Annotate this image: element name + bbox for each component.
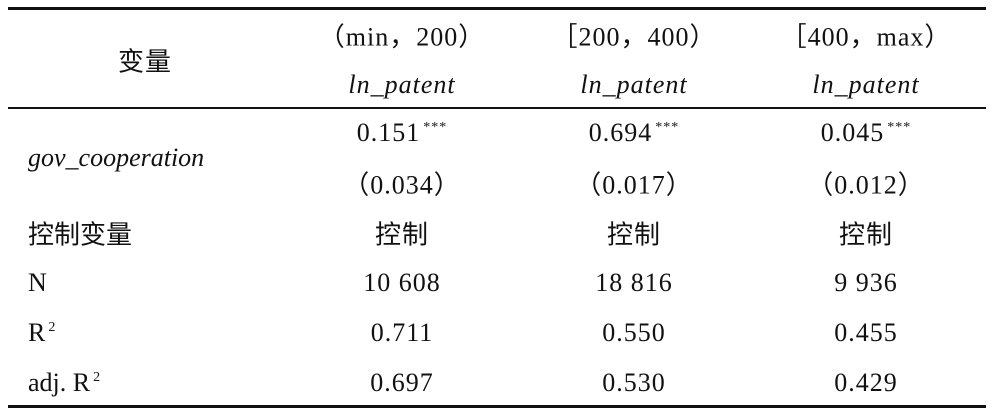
- column-dependent: ln_patent: [580, 70, 688, 99]
- significance-stars: ***: [655, 120, 680, 135]
- cell-value: 控制: [374, 220, 430, 250]
- label-superscript: 2: [48, 320, 56, 335]
- column-range: ［400，max）: [780, 22, 952, 52]
- row-label: 控制变量: [28, 220, 133, 250]
- bottom-rule: [8, 405, 986, 408]
- cell-value: 0.711: [370, 318, 434, 347]
- cell-value: 18 816: [595, 268, 673, 297]
- row-label: gov_cooperation: [28, 143, 205, 172]
- column-range: （min，200）: [318, 22, 486, 52]
- label-superscript: 2: [93, 370, 101, 385]
- coefficient: 0.694 ***: [588, 118, 680, 147]
- cell-value: 9 936: [834, 268, 898, 297]
- cell-value: 0.530: [602, 368, 666, 397]
- top-rule: [8, 7, 986, 10]
- standard-error: （0.017）: [575, 170, 693, 200]
- cell-value: 0.697: [370, 368, 434, 397]
- column-dependent: ln_patent: [812, 70, 920, 99]
- coefficient: 0.151 ***: [356, 118, 448, 147]
- cell-value: 0.550: [602, 318, 666, 347]
- standard-error: （0.034）: [343, 170, 461, 200]
- significance-stars: ***: [423, 120, 448, 135]
- cell-value: 0.455: [834, 318, 898, 347]
- coefficient: 0.045 ***: [820, 118, 912, 147]
- column-dependent: ln_patent: [348, 70, 456, 99]
- header-label: 变量: [117, 47, 173, 77]
- cell-value: 控制: [606, 220, 662, 250]
- mid-rule: [8, 107, 986, 109]
- row-label: N: [28, 268, 47, 297]
- significance-stars: ***: [887, 120, 912, 135]
- cell-value: 控制: [838, 220, 894, 250]
- cell-value: 10 608: [363, 268, 441, 297]
- standard-error: （0.012）: [807, 170, 925, 200]
- cell-value: 0.429: [834, 368, 898, 397]
- column-range: ［200，400）: [551, 22, 717, 52]
